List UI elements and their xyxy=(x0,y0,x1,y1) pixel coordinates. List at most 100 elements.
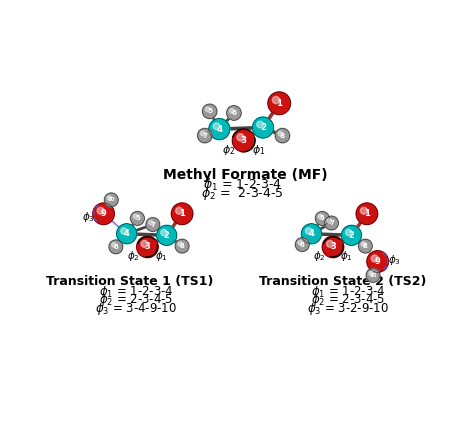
Circle shape xyxy=(322,236,344,258)
Circle shape xyxy=(356,203,378,224)
Circle shape xyxy=(275,128,290,143)
Text: 10: 10 xyxy=(108,197,115,203)
Text: 4: 4 xyxy=(216,125,222,133)
Text: $\phi_3$: $\phi_3$ xyxy=(82,210,95,224)
Text: Transition State 1 (TS1): Transition State 1 (TS1) xyxy=(46,275,213,288)
Text: $\phi_1$ = 1-2-3-4: $\phi_1$ = 1-2-3-4 xyxy=(202,176,282,193)
Text: $\phi_3$: $\phi_3$ xyxy=(388,253,401,267)
Text: Methyl Formate (MF): Methyl Formate (MF) xyxy=(163,168,328,181)
Circle shape xyxy=(202,104,217,119)
Circle shape xyxy=(121,228,127,234)
Text: 5: 5 xyxy=(320,216,325,221)
Circle shape xyxy=(146,218,160,232)
Circle shape xyxy=(213,123,220,130)
Text: 8: 8 xyxy=(363,243,368,249)
Text: $\phi_2$ =  2-3-4-5: $\phi_2$ = 2-3-4-5 xyxy=(201,185,283,202)
Text: 2: 2 xyxy=(348,231,355,240)
Circle shape xyxy=(157,225,177,245)
Circle shape xyxy=(358,239,372,253)
Circle shape xyxy=(298,240,302,245)
Circle shape xyxy=(137,236,158,258)
Circle shape xyxy=(305,228,312,234)
Circle shape xyxy=(133,214,138,218)
Circle shape xyxy=(141,240,148,247)
Circle shape xyxy=(107,196,111,200)
Text: 4: 4 xyxy=(124,229,129,238)
Text: 3: 3 xyxy=(145,242,150,251)
Circle shape xyxy=(109,240,123,254)
Circle shape xyxy=(112,243,116,247)
Text: 9: 9 xyxy=(100,209,107,218)
Circle shape xyxy=(366,269,380,282)
Text: 3: 3 xyxy=(330,242,336,251)
Circle shape xyxy=(367,251,389,272)
Circle shape xyxy=(93,203,114,224)
Circle shape xyxy=(104,193,118,207)
Circle shape xyxy=(178,242,182,246)
Text: 1: 1 xyxy=(179,209,185,218)
Circle shape xyxy=(253,117,273,138)
Text: $\phi_1$: $\phi_1$ xyxy=(252,143,265,157)
Text: 8: 8 xyxy=(180,243,184,249)
Circle shape xyxy=(257,121,264,128)
Text: 7: 7 xyxy=(202,133,207,139)
Circle shape xyxy=(278,131,283,136)
Circle shape xyxy=(328,219,332,223)
Text: $\phi_2$: $\phi_2$ xyxy=(313,249,326,263)
Circle shape xyxy=(229,109,234,113)
Text: 6: 6 xyxy=(231,110,237,116)
Circle shape xyxy=(295,237,309,251)
Text: 6: 6 xyxy=(300,242,305,248)
Text: 6: 6 xyxy=(113,244,118,250)
Circle shape xyxy=(117,224,137,244)
Circle shape xyxy=(237,133,244,141)
Circle shape xyxy=(327,240,333,247)
Text: 8: 8 xyxy=(280,133,285,139)
Circle shape xyxy=(369,271,374,276)
Text: $\phi_2$ = 2-3-4-5: $\phi_2$ = 2-3-4-5 xyxy=(311,292,385,308)
Circle shape xyxy=(175,239,189,253)
Circle shape xyxy=(361,242,365,246)
Text: $\phi_2$: $\phi_2$ xyxy=(222,143,236,157)
Text: 1: 1 xyxy=(276,99,282,108)
Circle shape xyxy=(268,92,291,115)
Circle shape xyxy=(315,211,329,225)
Text: 4: 4 xyxy=(309,229,314,238)
Text: $\phi_2$: $\phi_2$ xyxy=(127,249,140,263)
Circle shape xyxy=(201,131,205,136)
Circle shape xyxy=(209,119,230,140)
Text: 9: 9 xyxy=(375,257,381,266)
Text: 7: 7 xyxy=(150,221,155,227)
Circle shape xyxy=(301,224,321,244)
Circle shape xyxy=(171,203,193,224)
Text: Transition State 2 (TS2): Transition State 2 (TS2) xyxy=(259,275,426,288)
Text: $\phi_1$ = 1-2-3-4: $\phi_1$ = 1-2-3-4 xyxy=(311,284,386,300)
Text: 2: 2 xyxy=(164,231,170,240)
Text: 5: 5 xyxy=(207,108,212,115)
Circle shape xyxy=(227,106,241,120)
Text: $\phi_1$: $\phi_1$ xyxy=(340,249,353,263)
Circle shape xyxy=(161,229,167,236)
Circle shape xyxy=(130,211,145,225)
Text: 3: 3 xyxy=(241,136,246,145)
Text: $\phi_1$ = 1-2-3-4: $\phi_1$ = 1-2-3-4 xyxy=(99,284,173,300)
Circle shape xyxy=(341,225,362,245)
Circle shape xyxy=(325,216,338,230)
Circle shape xyxy=(273,96,280,104)
Text: $\phi_1$: $\phi_1$ xyxy=(155,249,168,263)
Circle shape xyxy=(360,207,367,214)
Circle shape xyxy=(149,220,153,225)
Circle shape xyxy=(232,129,255,152)
Circle shape xyxy=(346,229,352,236)
Circle shape xyxy=(371,255,378,262)
Text: $\phi_2$ = 2-3-4-5: $\phi_2$ = 2-3-4-5 xyxy=(99,292,173,308)
Circle shape xyxy=(318,214,322,218)
Text: 10: 10 xyxy=(369,273,377,278)
Text: $\phi_3$ = 3-4-9-10: $\phi_3$ = 3-4-9-10 xyxy=(95,301,177,317)
Circle shape xyxy=(97,207,104,214)
Text: 7: 7 xyxy=(329,220,334,226)
Circle shape xyxy=(198,128,212,143)
Text: 2: 2 xyxy=(260,123,266,132)
Text: $\phi_3$ = 3-2-9-10: $\phi_3$ = 3-2-9-10 xyxy=(308,301,389,317)
Circle shape xyxy=(176,207,182,214)
